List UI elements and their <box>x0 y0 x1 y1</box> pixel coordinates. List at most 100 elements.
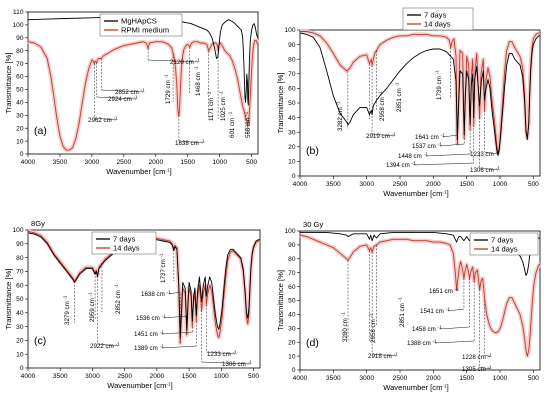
annotation-label: 1468 cm -1 <box>193 66 202 96</box>
legend-label: 7 days <box>113 235 136 244</box>
annotation-leader <box>484 354 491 358</box>
annotation-label: 1233 cm -1 <box>207 349 237 358</box>
legend-label: RPMI medium <box>121 26 169 35</box>
x-tick-label: 500 <box>246 159 257 166</box>
y-axis-label: Transmittance [%] <box>4 269 13 330</box>
x-tick-label: 500 <box>248 373 259 380</box>
legend-label: 14 days <box>113 244 140 253</box>
series-line <box>299 234 540 357</box>
panel-title: 8Gy <box>31 219 45 228</box>
y-tick-label: 20 <box>16 338 24 345</box>
annotation-leader <box>479 167 499 171</box>
y-tick-label: 60 <box>16 282 24 289</box>
annotation-leader <box>97 343 119 347</box>
x-tick-label: 2500 <box>117 373 132 380</box>
annotation-label: 1737 cm -1 <box>158 253 167 283</box>
y-tick-label: 0 <box>20 151 24 158</box>
annotation-label: 3279 cm -1 <box>62 295 71 325</box>
annotation-label: 1448 cm -1 <box>398 151 428 160</box>
y-tick-label: 60 <box>288 284 296 291</box>
x-tick-label: 1500 <box>182 373 197 380</box>
annotation-leader <box>442 134 458 138</box>
annotation-label: 1306 cm -1 <box>470 165 500 174</box>
annotation-leader <box>434 340 475 344</box>
y-tick-label: 100 <box>12 22 23 29</box>
annotation-leader <box>372 133 395 137</box>
panel-c: 4000 3500 3000 2500 2000 1500 1000 500 0 10 20 30 40… <box>4 219 261 390</box>
x-axis-label: Wavenumber [cm-1] <box>106 167 172 176</box>
y-tick-label: 30 <box>288 326 296 333</box>
annotation-leader <box>201 361 251 365</box>
y-tick-label: 80 <box>16 255 24 262</box>
legend-label: 14 days <box>491 245 518 254</box>
annotation-label: 2924 cm -1 <box>108 94 138 103</box>
annotation-leader <box>439 143 465 147</box>
plot-frame <box>27 11 259 155</box>
x-tick-label: 4000 <box>21 373 36 380</box>
x-tick-label: 4000 <box>21 159 36 166</box>
annotation-label: 1651 cm -1 <box>429 286 459 295</box>
annotation-label: 1025 cm -1 <box>218 91 227 121</box>
y-tick-label: 50 <box>16 87 24 94</box>
annotation-leader <box>425 153 471 157</box>
legend-frame <box>99 13 183 37</box>
panel-b: 4000 3500 3000 2500 2000 1500 1000 500 0 10 20 30 40… <box>276 7 541 198</box>
panel-a: 4000 3500 3000 2500 2000 1500 1000 500 0 10 20 30 40… <box>4 9 260 176</box>
x-tick-label: 2500 <box>116 159 131 166</box>
x-tick-label: 2000 <box>150 373 165 380</box>
y-tick-label: 30 <box>16 324 24 331</box>
annotation-leader <box>94 117 117 121</box>
annotation-label: 1458 cm -1 <box>412 324 442 333</box>
y-tick-label: 30 <box>16 112 24 119</box>
y-tick-label: 100 <box>284 27 295 34</box>
x-axis-label: Wavenumber [cm-1] <box>107 381 173 390</box>
annotation-label: 2962 cm -1 <box>88 115 118 124</box>
x-tick-label: 500 <box>528 181 539 188</box>
legend-label: 14 days <box>424 20 451 29</box>
annotation-label: 2958 cm -1 <box>368 313 377 343</box>
panel-letter: (c) <box>34 335 46 347</box>
x-tick-label: 3000 <box>85 373 100 380</box>
y-tick-label: 70 <box>288 71 296 78</box>
x-tick-label: 2500 <box>393 375 408 382</box>
x-axis-label: Wavenumber [cm-1] <box>383 189 449 198</box>
annotation-label: 1541 cm -1 <box>420 306 450 315</box>
x-tick-label: 1500 <box>459 181 474 188</box>
annotation-leader <box>413 162 474 166</box>
x-tick-label: 3000 <box>359 181 374 188</box>
annotation-leader <box>96 96 137 100</box>
annotation-label: 1638 cm -1 <box>141 289 171 298</box>
y-tick-label: 90 <box>288 242 296 249</box>
annotation-leader <box>161 331 193 335</box>
y-tick-label: 70 <box>288 270 296 277</box>
y-tick-label: 10 <box>16 351 24 358</box>
y-tick-label: 40 <box>16 100 24 107</box>
annotation-label: 2120 cm -1 <box>170 57 200 66</box>
annotation-label: 2922 cm -1 <box>90 341 120 350</box>
y-tick-label: 0 <box>292 367 296 374</box>
panel-letter: (a) <box>34 125 47 137</box>
annotation-label: 2918 cm -1 <box>368 351 398 360</box>
x-tick-label: 3000 <box>359 375 374 382</box>
y-axis-label: Transmittance [%] <box>276 73 285 134</box>
y-tick-label: 90 <box>288 42 296 49</box>
annotation-leader <box>372 353 397 357</box>
annotation-leader <box>484 151 499 155</box>
panel-d: 4000 3500 3000 2500 2000 1500 1000 500 0 10 20 30 40… <box>276 220 542 392</box>
x-tick-label: 3500 <box>53 373 68 380</box>
x-tick-label: 1000 <box>212 159 227 166</box>
annotation-label: 1389 cm -1 <box>134 343 164 352</box>
x-tick-label: 1000 <box>493 375 508 382</box>
x-tick-label: 2000 <box>426 375 441 382</box>
x-tick-label: 2000 <box>426 181 441 188</box>
legend-label: 7 days <box>491 236 514 245</box>
annotation-label: 1536 cm -1 <box>136 313 166 322</box>
annotation-label: 1729 cm -1 <box>163 74 172 104</box>
annotation-label: 1537 cm -1 <box>412 141 442 150</box>
y-tick-label: 50 <box>288 298 296 305</box>
y-tick-label: 40 <box>288 115 296 122</box>
y-tick-label: 20 <box>288 339 296 346</box>
